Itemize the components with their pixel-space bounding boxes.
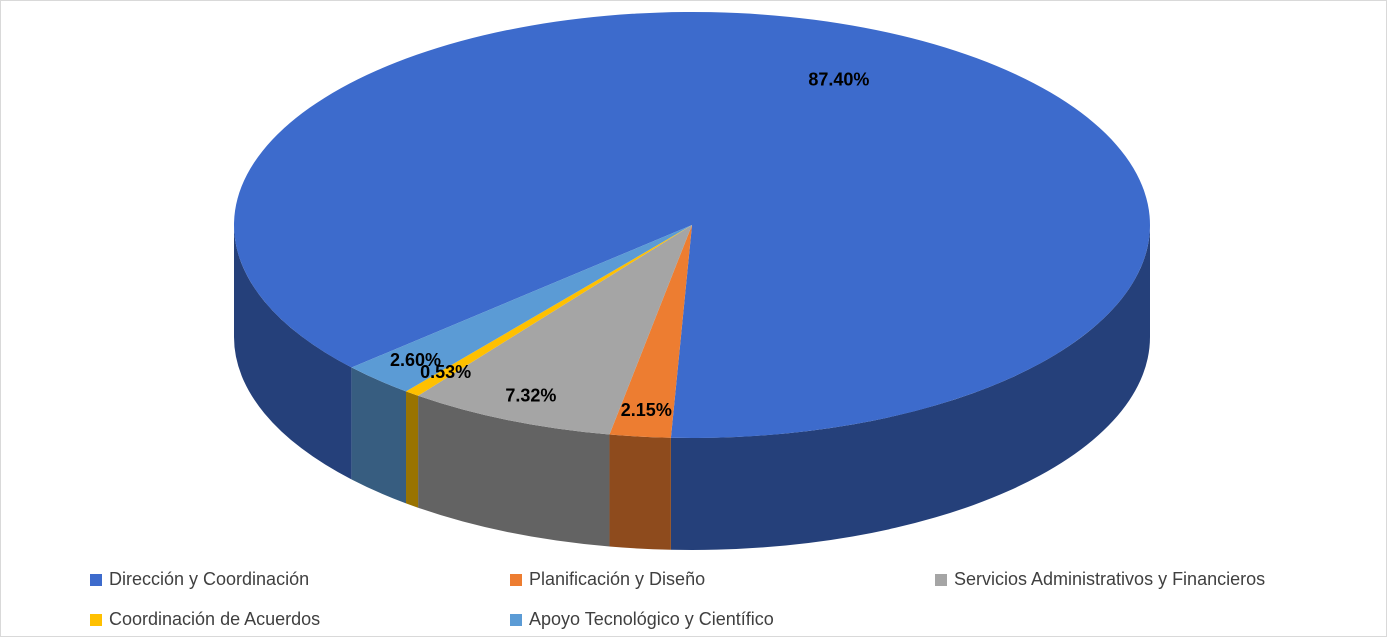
slice-side <box>406 391 419 508</box>
slice <box>406 225 692 396</box>
legend-swatch <box>90 614 102 626</box>
slice <box>609 225 692 438</box>
data-label: 87.40% <box>808 69 869 89</box>
data-labels: 87.40% 2.15% 7.32% 0.53%2.60% <box>390 69 869 420</box>
data-label: 2.15% <box>621 400 672 420</box>
data-label: 2.60% <box>390 350 441 370</box>
legend-label: Apoyo Tecnológico y Científico <box>529 609 774 629</box>
slice-side <box>670 225 1150 551</box>
pie-tops <box>234 11 1151 439</box>
legend-swatch <box>935 574 947 586</box>
slice-side <box>234 225 352 480</box>
legend-label: Planificación y Diseño <box>529 569 705 589</box>
pie-sides <box>234 225 1150 551</box>
slice-side <box>351 367 407 504</box>
legend: Dirección y Coordinación Planificación y … <box>90 569 1265 629</box>
data-label: 7.32% <box>505 386 556 406</box>
slice <box>351 225 692 392</box>
legend-swatch <box>90 574 102 586</box>
legend-swatch <box>510 574 522 586</box>
legend-label: Dirección y Coordinación <box>109 569 309 589</box>
data-label: 0.53% <box>420 362 471 382</box>
slice <box>418 225 692 435</box>
legend-label: Coordinación de Acuerdos <box>109 609 320 629</box>
slice <box>234 11 1151 439</box>
legend-swatch <box>510 614 522 626</box>
slice-side <box>609 434 671 550</box>
slice-side <box>418 395 610 547</box>
legend-label: Servicios Administrativos y Financieros <box>954 569 1265 589</box>
